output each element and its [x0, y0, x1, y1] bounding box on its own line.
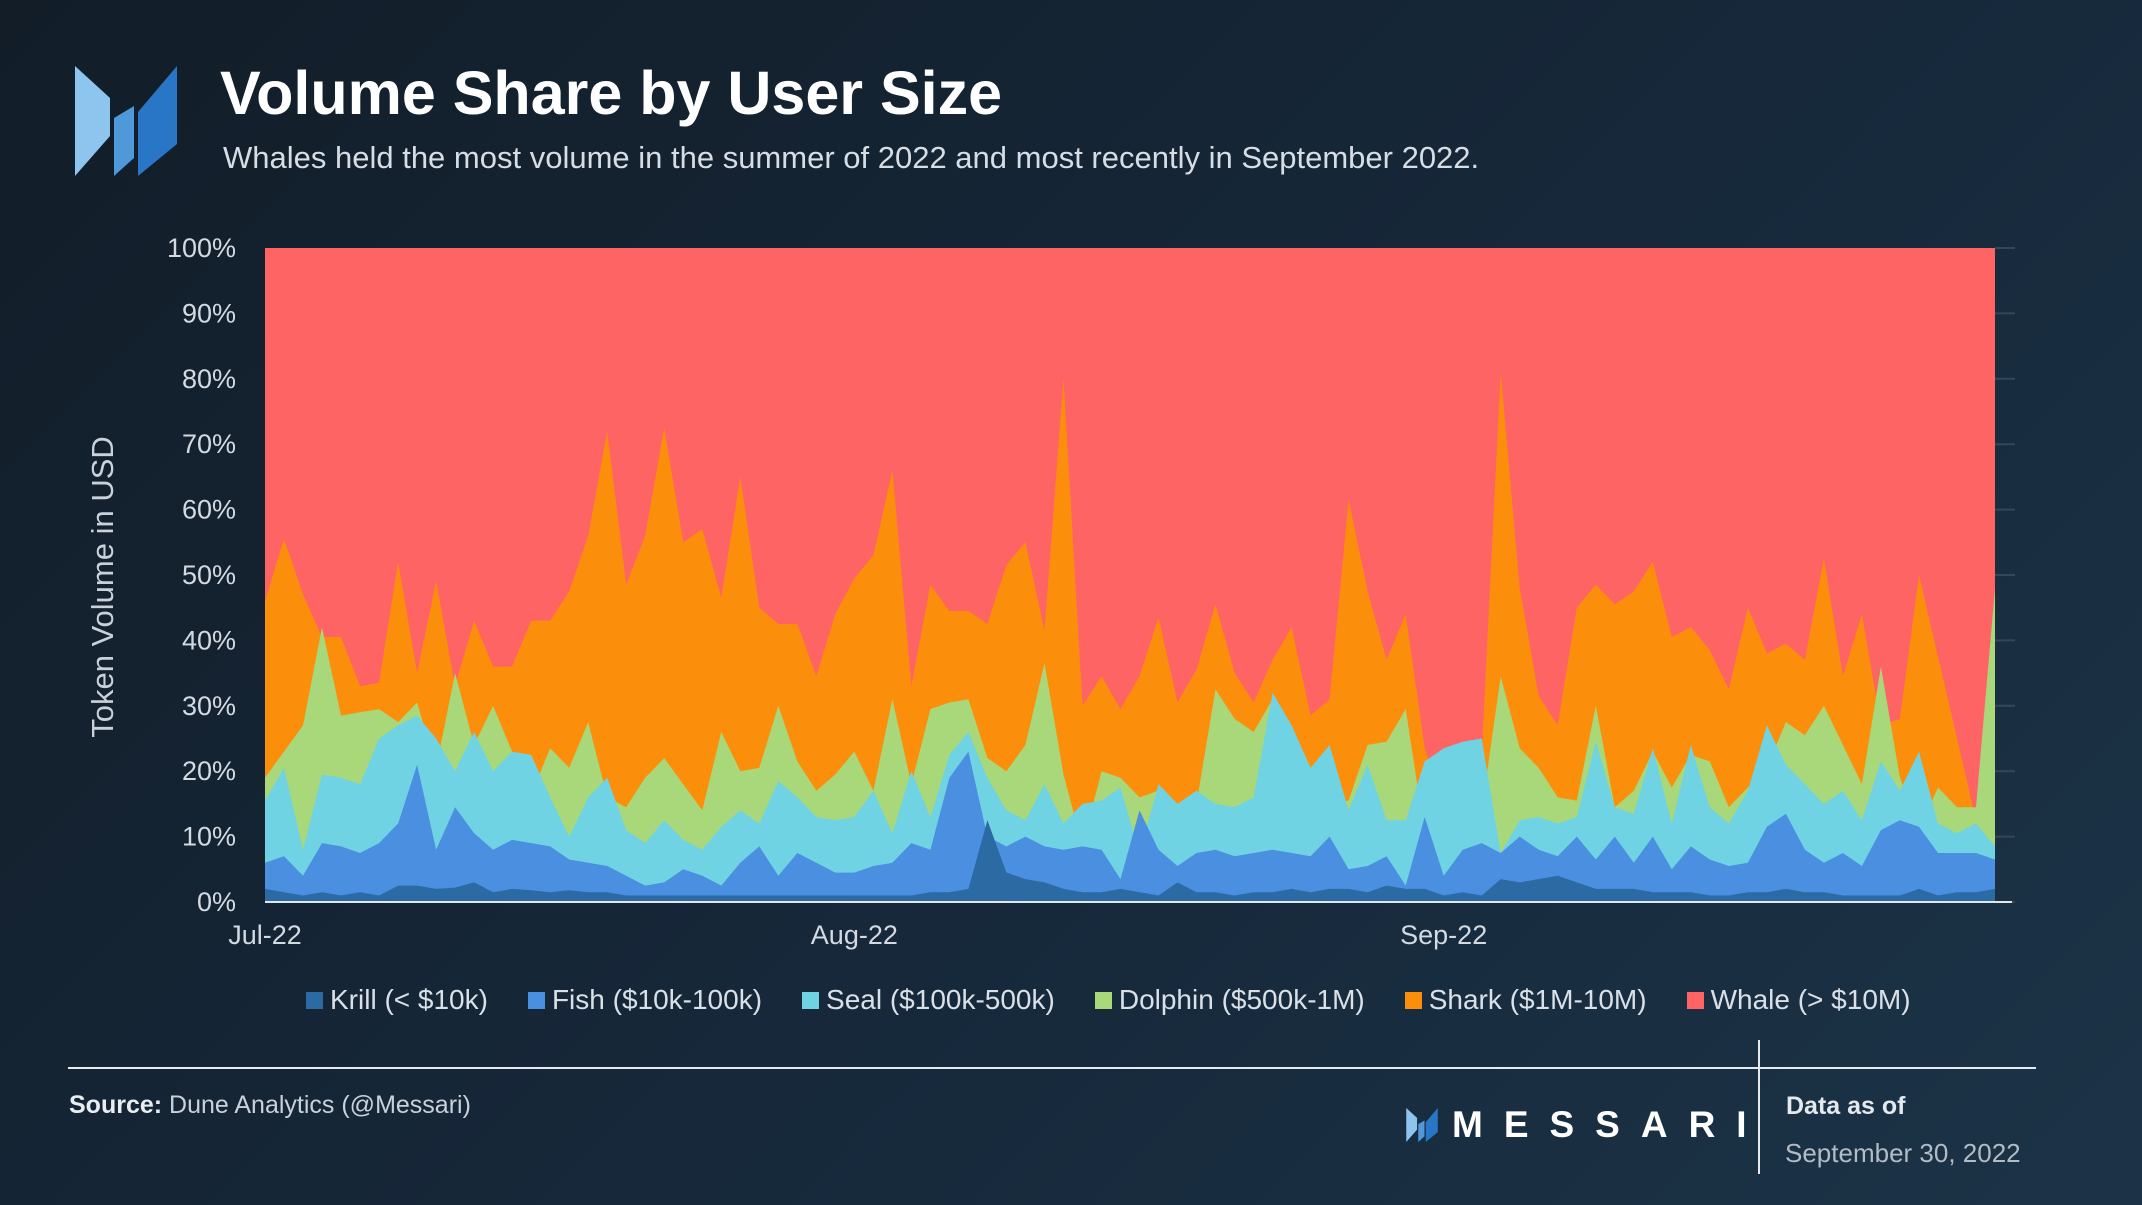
legend-label: Seal ($100k-500k): [826, 984, 1055, 1015]
legend-item-whale: Whale (> $10M): [1686, 984, 1911, 1016]
footer-vertical-divider: [1758, 1040, 1760, 1174]
legend-swatch: [1404, 991, 1422, 1009]
legend-swatch: [1094, 991, 1112, 1009]
legend-label: Fish ($10k-100k): [551, 984, 763, 1015]
legend-label: Shark ($1M-10M): [1428, 984, 1647, 1015]
data-as-of-date: September 30, 2022: [1785, 1138, 2021, 1168]
y-tick-label: 80%: [182, 364, 236, 394]
y-axis-label: Token Volume in USD: [85, 436, 120, 738]
x-tick-label: Sep-22: [1400, 920, 1487, 950]
area-layers: [265, 248, 1995, 902]
legend-item-seal: Seal ($100k-500k): [802, 984, 1055, 1016]
area-fish: [265, 751, 1995, 902]
messari-logo-icon: [75, 66, 177, 176]
messari-small-logo-icon: [1406, 1108, 1438, 1142]
chart-legend: Krill (< $10k) Fish ($10k-100k) Seal ($100…: [306, 980, 1911, 1020]
y-tick-label: 70%: [182, 429, 236, 459]
footer-divider: [68, 1067, 2036, 1069]
legend-label: Krill (< $10k): [330, 984, 488, 1015]
data-as-of-label: Data as of: [1786, 1092, 1906, 1120]
legend-item-dolphin: Dolphin ($500k-1M): [1094, 984, 1365, 1016]
legend-swatch: [802, 991, 820, 1009]
y-tick-label: 50%: [182, 560, 236, 590]
legend-swatch: [306, 991, 323, 1009]
legend-swatch: [527, 991, 545, 1009]
x-axis: Jul-22 Aug-22 Sep-22: [228, 901, 2012, 950]
area-krill: [265, 820, 1995, 902]
source-label: Source:: [69, 1091, 163, 1119]
y-tick-label: 100%: [167, 233, 236, 263]
page-subtitle: Whales held the most volume in the summe…: [223, 140, 1480, 175]
area-seal: [265, 692, 1995, 902]
y-tick-label: 0%: [197, 887, 236, 917]
y-tick-label: 40%: [182, 625, 236, 655]
source-note: Source: Dune Analytics (@Messari): [69, 1091, 471, 1120]
messari-wordmark: MESSARI: [1402, 1104, 1747, 1145]
x-tick-label: Jul-22: [228, 920, 302, 950]
y-tick-label: 30%: [182, 691, 236, 721]
y-tick-label: 10%: [182, 822, 236, 852]
y-axis-ticks: 0% 10% 20% 30% 40% 50% 60% 70% 80% 90% 100%: [167, 233, 2015, 917]
x-tick-label: Aug-22: [811, 920, 898, 950]
y-tick-label: 60%: [182, 495, 236, 525]
legend-item-fish: Fish ($10k-100k): [527, 984, 763, 1016]
y-tick-label: 90%: [182, 298, 236, 328]
area-shark: [265, 372, 1995, 902]
legend-label: Whale (> $10M): [1710, 984, 1911, 1015]
brand-name: MESSARI: [1452, 1104, 1768, 1145]
legend-label: Dolphin ($500k-1M): [1118, 984, 1365, 1015]
legend-item-krill: Krill (< $10k): [306, 984, 488, 1016]
source-text: Dune Analytics (@Messari): [169, 1091, 471, 1119]
legend-swatch: [1686, 991, 1704, 1009]
legend-item-shark: Shark ($1M-10M): [1404, 984, 1647, 1016]
y-tick-label: 20%: [182, 756, 236, 786]
page-title: Volume Share by User Size: [220, 59, 1003, 127]
